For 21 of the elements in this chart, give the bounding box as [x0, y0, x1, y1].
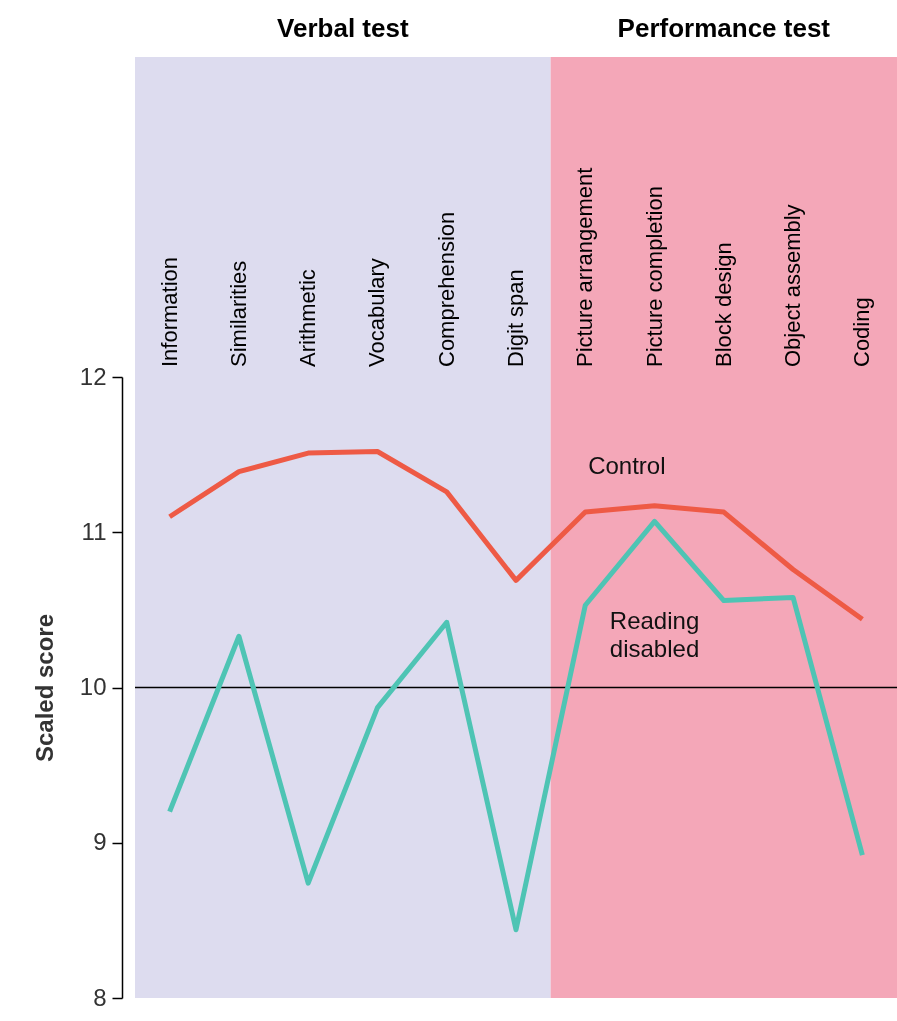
x-tick-label: Picture arrangement [572, 167, 598, 367]
y-tick-label: 8 [93, 983, 107, 1011]
y-tick-label: 12 [79, 362, 107, 390]
y-tick-label: 9 [93, 828, 107, 856]
x-tick-label: Digit span [503, 269, 528, 367]
x-tick-label: Picture completion [641, 186, 667, 367]
y-tick-label: 11 [81, 517, 107, 545]
x-tick-label: Arithmetic [295, 269, 321, 367]
band-label: Verbal test [277, 13, 409, 43]
x-tick-label: Block design [710, 242, 736, 367]
series-label: Reading disabled [609, 607, 700, 663]
band-label: Performance test [617, 13, 831, 43]
x-tick-label: Information [156, 256, 182, 367]
x-tick-label: Object assembly [780, 204, 806, 367]
x-tick-label: Comprehension [433, 211, 459, 367]
x-tick-label: Coding [849, 297, 875, 367]
x-tick-label: Vocabulary [364, 258, 390, 367]
series-label: Control [588, 452, 666, 480]
y-axis-title: Scaled score [30, 613, 58, 763]
y-tick-label: 10 [79, 673, 107, 700]
x-tick-label: Similarities [225, 260, 251, 367]
